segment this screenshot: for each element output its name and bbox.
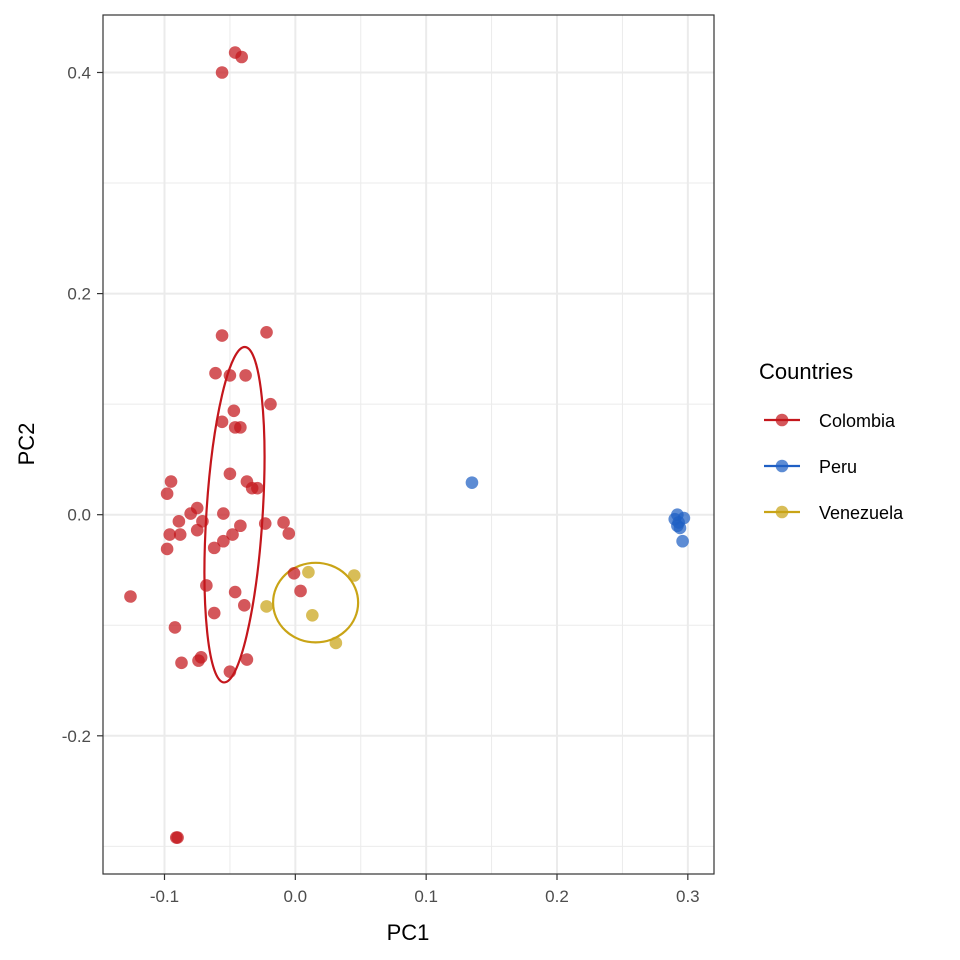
point-colombia (207, 606, 221, 620)
panel-frame (102, 14, 715, 875)
point-colombia (215, 415, 229, 429)
legend-title: Countries (759, 359, 853, 384)
point-colombia (277, 516, 290, 529)
point-colombia (124, 590, 137, 603)
point-colombia (238, 599, 251, 612)
point-colombia (217, 507, 230, 520)
point-peru (465, 476, 479, 489)
x-tick-label: 0.2 (545, 887, 569, 906)
point-colombia (190, 523, 204, 537)
x-tick-label: 0.0 (284, 887, 308, 906)
point-venezuela (306, 609, 319, 622)
legend-key-point (775, 459, 789, 473)
point-colombia (235, 50, 248, 64)
point-colombia (160, 487, 174, 500)
point-colombia (260, 325, 273, 339)
point-peru (676, 534, 689, 548)
y-axis-title: PC2 (14, 423, 39, 466)
point-colombia (207, 541, 221, 555)
panel-background (103, 15, 714, 874)
y-tick-label: 0.4 (67, 63, 91, 82)
point-colombia (215, 66, 229, 79)
point-colombia (264, 397, 277, 411)
grid-lines (103, 15, 714, 874)
point-colombia (240, 653, 254, 666)
point-colombia (168, 621, 182, 634)
point-colombia (171, 831, 184, 844)
point-colombia (251, 481, 264, 495)
point-peru (673, 521, 687, 535)
legend-key-point (775, 505, 789, 519)
point-colombia (228, 585, 242, 599)
data-points (124, 46, 691, 844)
x-tick-label: 0.3 (676, 887, 700, 906)
point-colombia (227, 404, 241, 418)
legend-label: Peru (819, 457, 857, 477)
legend-entry-venezuela: Venezuela (764, 503, 904, 523)
point-colombia (287, 566, 301, 580)
point-colombia (215, 329, 229, 342)
x-tick-label: 0.1 (414, 887, 438, 906)
point-venezuela (329, 636, 343, 650)
point-colombia (294, 584, 307, 598)
point-colombia (184, 507, 197, 520)
panel-border (102, 14, 715, 875)
x-axis-ticks: -0.1 0.0 0.1 0.2 0.3 (150, 874, 700, 906)
point-colombia (234, 519, 247, 533)
legend-entry-colombia: Colombia (764, 411, 896, 431)
point-colombia (164, 475, 178, 488)
point-colombia (192, 654, 205, 667)
point-colombia (226, 528, 239, 541)
point-colombia (160, 542, 174, 556)
point-venezuela (302, 565, 315, 579)
confidence-ellipses (203, 345, 360, 684)
plot-panel (103, 15, 714, 874)
ellipse-colombia (203, 345, 266, 684)
point-colombia (209, 366, 222, 380)
ellipse-venezuela (271, 561, 360, 644)
y-tick-label: -0.2 (62, 727, 91, 746)
point-colombia (239, 369, 252, 382)
point-colombia (258, 517, 272, 530)
legend-entry-peru: Peru (764, 457, 857, 477)
point-colombia (173, 528, 187, 541)
legend: Countries Colombia Peru Venezuela (759, 359, 904, 523)
legend-key-point (775, 413, 789, 427)
x-tick-label: -0.1 (150, 887, 179, 906)
y-tick-label: 0.0 (67, 506, 91, 525)
point-colombia (163, 528, 177, 541)
legend-label: Colombia (819, 411, 896, 431)
point-colombia (175, 656, 188, 670)
point-colombia (217, 534, 230, 548)
point-colombia (200, 579, 213, 592)
point-venezuela (260, 600, 273, 613)
y-axis-ticks: -0.2 0.0 0.2 0.4 (62, 63, 103, 746)
y-tick-label: 0.2 (67, 285, 91, 304)
point-venezuela (347, 569, 361, 582)
point-colombia (223, 369, 237, 382)
point-colombia (223, 467, 237, 481)
point-colombia (282, 527, 296, 540)
x-axis-title: PC1 (387, 920, 430, 945)
point-colombia (172, 515, 186, 528)
point-colombia (234, 421, 247, 434)
point-colombia (223, 665, 237, 678)
legend-label: Venezuela (819, 503, 904, 523)
